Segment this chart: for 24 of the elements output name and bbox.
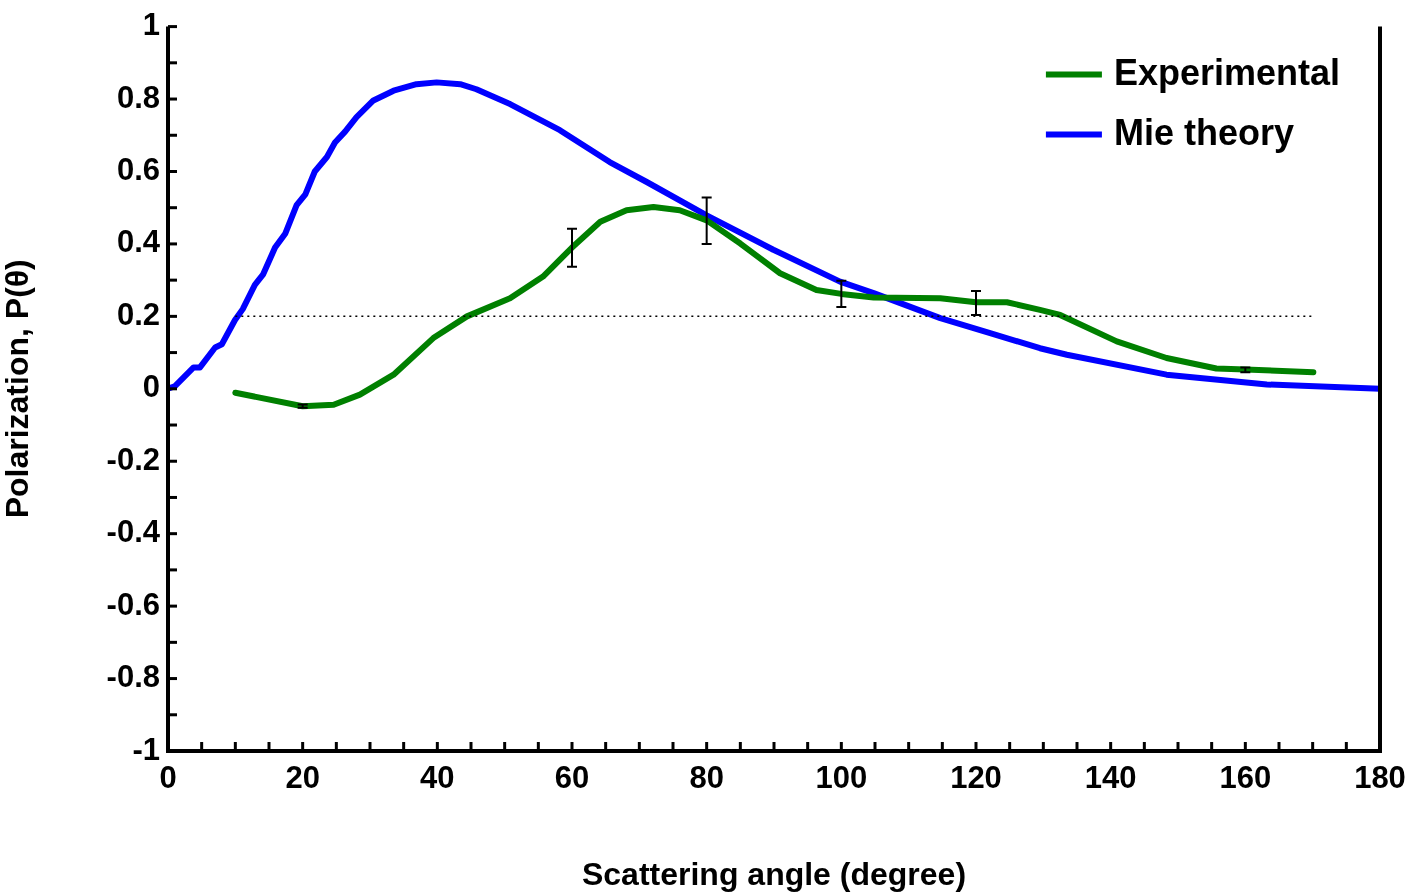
y-tick-label: -0.6 [106, 586, 160, 622]
y-tick-label: 0.2 [116, 296, 160, 332]
y-tick-label: -0.4 [106, 514, 161, 550]
x-tick-label: 80 [689, 760, 724, 796]
y-tick-label: 0.4 [116, 224, 161, 260]
x-axis-title: Scattering angle (degree) [581, 855, 967, 892]
y-tick-label: 1 [142, 7, 160, 43]
legend-label: Experimental [1113, 51, 1340, 93]
y-tick-label: -0.8 [106, 659, 160, 695]
x-tick-label: 180 [1354, 760, 1406, 796]
x-tick-label: 20 [285, 760, 320, 796]
y-tick-label: 0.6 [116, 152, 160, 188]
x-tick-label: 100 [815, 760, 868, 796]
y-tick-label: 0.8 [116, 79, 160, 115]
legend-label: Mie theory [1113, 111, 1294, 153]
x-tick-label: 140 [1084, 760, 1137, 796]
x-tick-label: 40 [420, 760, 455, 796]
y-axis-title: Polarization, P(θ) [0, 259, 36, 519]
x-tick-label: 160 [1219, 760, 1272, 796]
x-tick-label: 60 [554, 760, 590, 796]
y-tick-label: -0.2 [106, 441, 160, 477]
x-tick-label: 120 [950, 760, 1002, 796]
y-tick-label: -1 [132, 731, 160, 767]
y-tick-label: 0 [142, 369, 160, 405]
